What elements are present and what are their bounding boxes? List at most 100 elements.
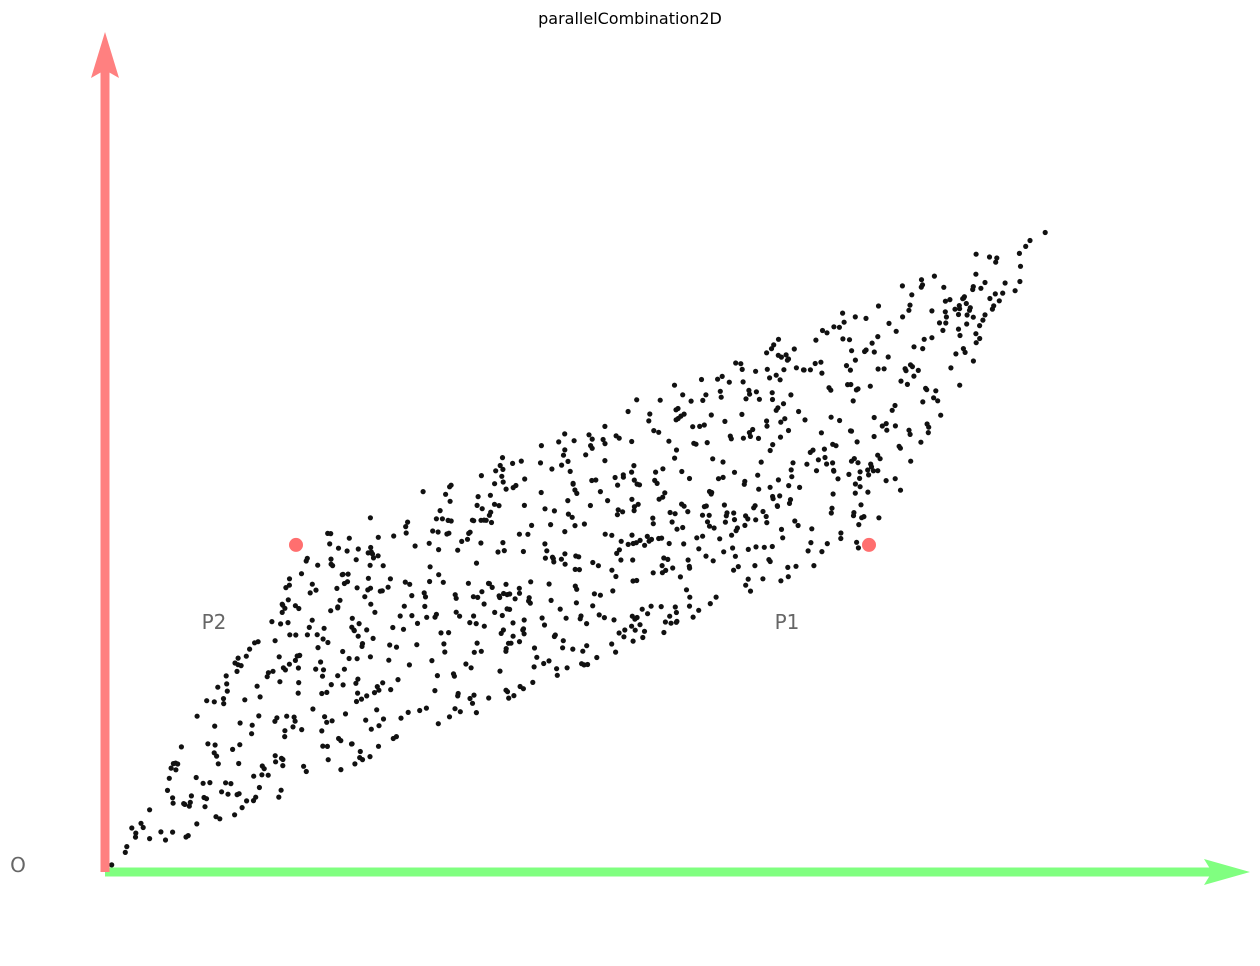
sample-point: [715, 376, 721, 382]
sample-point: [831, 324, 837, 330]
sample-point: [620, 509, 626, 515]
sample-point: [674, 618, 680, 625]
sample-point: [630, 540, 636, 547]
key-point-label-p1: P1: [775, 610, 800, 634]
sample-point: [755, 472, 761, 478]
sample-point: [147, 807, 153, 813]
sample-point: [334, 585, 340, 592]
sample-point: [612, 474, 618, 481]
sample-point: [509, 460, 516, 466]
sample-point: [261, 766, 267, 772]
sample-point: [743, 582, 749, 588]
sample-point: [367, 754, 373, 760]
sample-point: [818, 359, 824, 365]
sample-point: [439, 516, 445, 522]
sample-point: [164, 787, 171, 794]
sample-point: [1042, 229, 1048, 236]
sample-point: [982, 279, 988, 286]
sample-point: [452, 706, 458, 712]
sample-point: [463, 661, 469, 667]
sample-point: [534, 654, 540, 660]
sample-point: [774, 503, 781, 509]
sample-point: [512, 596, 518, 602]
sample-point: [747, 391, 753, 397]
sample-point: [380, 716, 387, 722]
sample-point: [405, 519, 411, 525]
sample-point: [565, 458, 571, 464]
sample-point: [668, 620, 674, 626]
sample-point: [488, 519, 495, 526]
sample-point: [496, 503, 502, 509]
sample-point: [376, 723, 382, 729]
sample-point: [520, 686, 527, 692]
sample-point: [386, 657, 392, 663]
sample-point: [487, 492, 493, 498]
sample-point: [659, 563, 665, 569]
sample-point: [854, 539, 860, 545]
sample-point: [686, 603, 693, 609]
sample-point: [329, 718, 335, 724]
sample-point: [808, 540, 814, 546]
sample-point: [285, 620, 291, 626]
sample-point: [760, 508, 766, 515]
sample-point: [325, 757, 331, 763]
sample-point: [849, 348, 855, 354]
sample-point: [665, 556, 671, 563]
sample-point: [375, 553, 381, 559]
sample-point: [601, 615, 608, 621]
sample-point: [565, 498, 571, 504]
sample-point: [539, 615, 545, 621]
sample-point: [700, 533, 706, 539]
sample-point: [385, 584, 391, 590]
sample-point: [1002, 280, 1008, 286]
sample-point: [824, 541, 830, 547]
sample-point: [287, 632, 293, 638]
sample-point: [562, 561, 568, 567]
sample-point: [313, 587, 319, 593]
sample-point: [193, 774, 199, 781]
sample-point: [646, 538, 652, 544]
sample-point: [871, 349, 877, 355]
sample-point: [769, 396, 776, 403]
sample-point: [678, 413, 684, 419]
sample-point: [492, 481, 498, 487]
sample-point: [868, 461, 874, 467]
sample-point: [813, 337, 819, 343]
sample-point: [276, 654, 282, 660]
sample-point: [516, 531, 523, 537]
sample-point: [610, 588, 616, 594]
sample-point: [516, 639, 523, 645]
sample-point: [717, 388, 723, 394]
sample-point: [721, 549, 727, 555]
sample-point: [680, 524, 686, 531]
sample-point: [541, 622, 548, 628]
sample-point: [521, 631, 527, 637]
sample-point: [812, 360, 818, 367]
sample-point: [357, 748, 363, 755]
sample-point: [437, 508, 443, 514]
sample-point: [640, 634, 646, 641]
sample-point: [346, 535, 352, 541]
sample-point: [1016, 250, 1023, 256]
sample-point: [787, 497, 794, 503]
sample-point: [670, 565, 676, 571]
sample-point: [696, 546, 702, 552]
sample-point: [292, 718, 298, 724]
sample-point: [432, 688, 438, 694]
sample-point: [955, 311, 962, 318]
sample-point: [562, 431, 568, 437]
sample-point: [940, 327, 946, 333]
sample-point: [871, 414, 877, 421]
sample-point: [740, 379, 746, 385]
sample-point: [228, 781, 234, 787]
sample-point: [441, 641, 447, 647]
sample-point: [572, 523, 578, 529]
sample-point: [251, 773, 257, 779]
sample-point: [661, 555, 667, 561]
sample-point: [346, 655, 352, 662]
sample-point: [328, 531, 334, 537]
sample-point: [282, 605, 288, 611]
sample-point: [731, 469, 738, 475]
sample-point: [858, 502, 864, 508]
sample-point: [520, 548, 527, 555]
